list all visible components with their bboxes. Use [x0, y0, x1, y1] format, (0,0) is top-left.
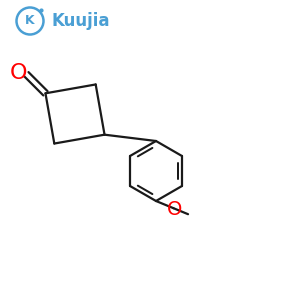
Text: K: K [25, 14, 35, 28]
Text: O: O [10, 63, 28, 83]
Text: O: O [167, 200, 183, 219]
Text: Kuujia: Kuujia [51, 12, 110, 30]
